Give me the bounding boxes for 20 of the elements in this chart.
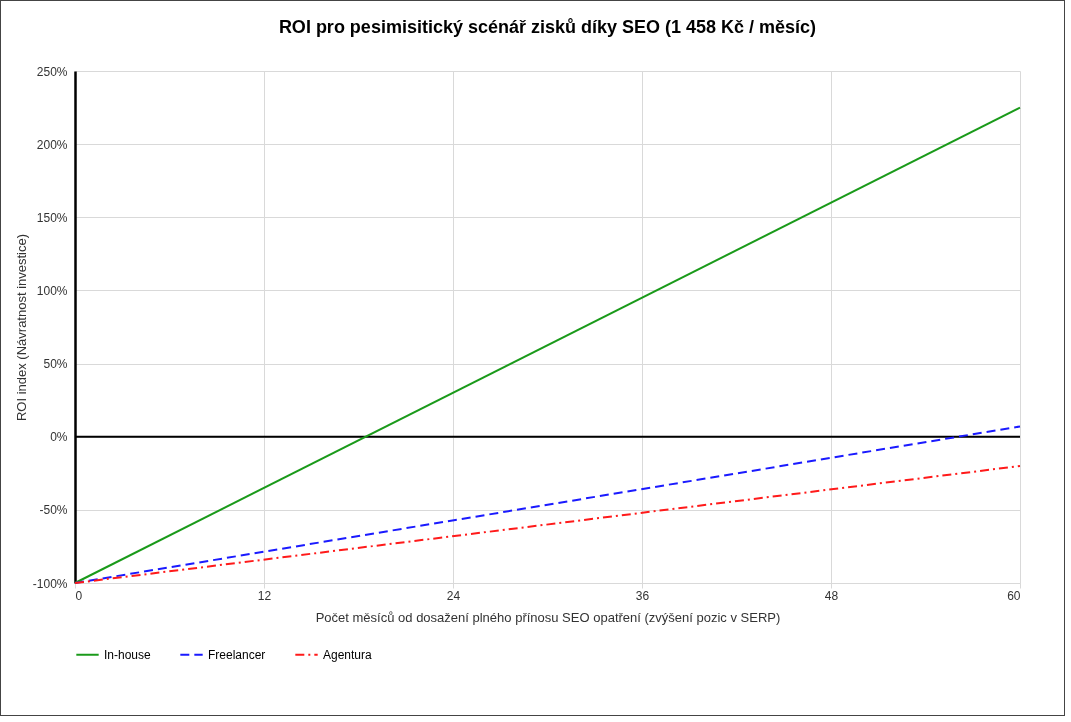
x-tick-label: 60 [1007,588,1021,603]
legend-label: Agentura [323,647,373,662]
y-tick-label: 150% [36,210,68,225]
x-tick-label: 12 [257,588,272,603]
x-tick-label: 24 [446,588,461,603]
y-tick-label: 100% [36,283,68,298]
y-tick-label: 50% [43,357,68,372]
legend-label: Freelancer [208,647,266,662]
y-tick-label: 250% [36,64,68,79]
x-axis-title: Počet měsíců od dosažení plného přínosu SEO opatření (zvýšení pozic v SERP) [315,609,781,625]
y-tick-label: -50% [39,503,68,518]
x-tick-label: 36 [635,588,650,603]
x-tick-label: 48 [824,588,839,603]
y-tick-label: 200% [36,137,68,152]
y-tick-label: 0% [50,430,68,445]
legend-label: In-house [104,647,152,662]
chart-title: ROI pro pesimisitický scénář zisků díky SEO (1 458 Kč / měsíc) [278,17,817,37]
y-axis-title: ROI index (Návratnost investice) [13,233,29,422]
y-tick-label: -100% [32,576,68,591]
x-tick-label: 0 [75,588,83,603]
